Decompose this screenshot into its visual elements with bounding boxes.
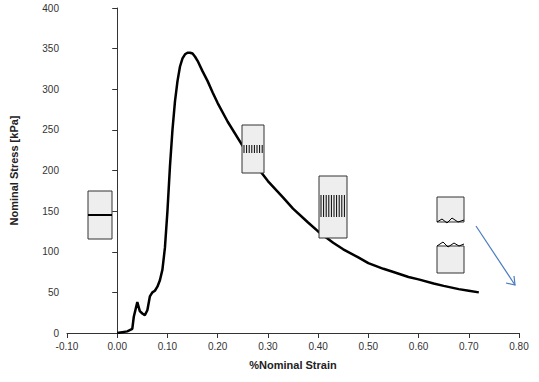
svg-text:150: 150: [42, 206, 59, 217]
svg-text:0.30: 0.30: [258, 341, 278, 352]
svg-text:50: 50: [48, 287, 60, 298]
svg-text:0.10: 0.10: [158, 341, 178, 352]
svg-text:Nominal Stress [kPa]: Nominal Stress [kPa]: [8, 115, 20, 225]
svg-text:0.70: 0.70: [459, 341, 479, 352]
svg-text:0.40: 0.40: [308, 341, 328, 352]
svg-text:100: 100: [42, 246, 59, 257]
svg-text:0: 0: [53, 328, 59, 339]
svg-text:200: 200: [42, 165, 59, 176]
svg-text:300: 300: [42, 84, 59, 95]
svg-text:%Nominal Strain: %Nominal Strain: [249, 359, 337, 371]
svg-text:0.80: 0.80: [509, 341, 529, 352]
svg-text:250: 250: [42, 124, 59, 135]
svg-text:350: 350: [42, 43, 59, 54]
svg-text:0.50: 0.50: [359, 341, 379, 352]
svg-text:0.60: 0.60: [409, 341, 429, 352]
svg-text:0.00: 0.00: [107, 341, 127, 352]
svg-text:-0.10: -0.10: [56, 341, 79, 352]
svg-text:0.20: 0.20: [208, 341, 228, 352]
svg-text:400: 400: [42, 3, 59, 14]
